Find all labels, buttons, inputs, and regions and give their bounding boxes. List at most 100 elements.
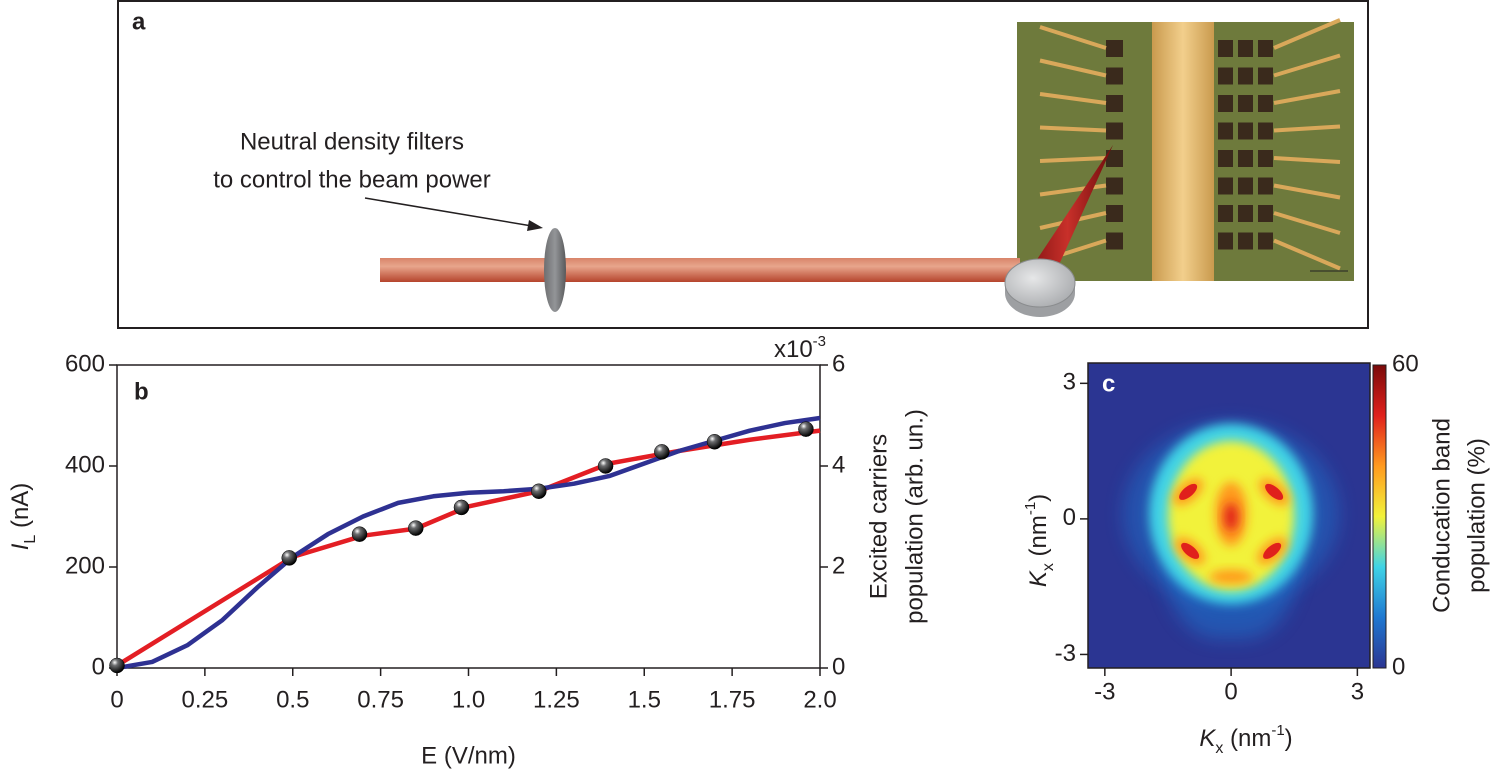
- pad: [1238, 95, 1253, 112]
- pad: [1106, 150, 1123, 167]
- data-point: [109, 657, 125, 674]
- label-part: ): [1025, 494, 1052, 502]
- label-part: (nm: [1025, 515, 1052, 563]
- x-tick-label: 1.0: [452, 686, 485, 713]
- pad: [1258, 177, 1273, 195]
- label-part: x10: [774, 336, 813, 363]
- x-tick-label: 0: [110, 686, 123, 713]
- pad: [1258, 40, 1273, 57]
- bottom-lobe: [1209, 569, 1254, 584]
- lead: [1039, 156, 1107, 163]
- data-point: [597, 458, 614, 474]
- y2-tick-label: 4: [832, 451, 845, 478]
- label-part: I: [7, 543, 34, 550]
- pad: [1218, 67, 1233, 85]
- label-part: -1: [1271, 722, 1284, 739]
- label-part: ): [1285, 725, 1293, 752]
- lead: [1273, 89, 1341, 105]
- pad: [1238, 122, 1253, 140]
- y2-tick-label: 0: [832, 653, 845, 680]
- annotation: to control the beam power: [213, 166, 491, 193]
- label-part: (nA): [7, 483, 34, 535]
- pad: [1106, 40, 1123, 57]
- pad: [1218, 122, 1233, 140]
- y2-axis-title: Excited carriers: [865, 434, 892, 599]
- pad: [1238, 205, 1253, 222]
- y-tick-label: 200: [65, 552, 105, 579]
- label-part: L: [22, 535, 39, 544]
- colorbar-tick-label: 60: [1392, 350, 1419, 377]
- chip-strip: [1152, 22, 1214, 281]
- plot-frame: [1087, 362, 1371, 669]
- panel-label: c: [1102, 370, 1115, 397]
- pad: [1106, 67, 1123, 85]
- pad: [1238, 67, 1253, 85]
- y-tick-label: 0: [92, 653, 105, 680]
- x-tick-label: 2.0: [803, 686, 836, 713]
- y-tick-label: 600: [65, 350, 105, 377]
- x-tick-label: 1.75: [709, 686, 756, 713]
- x-tick-label: 0.5: [276, 686, 309, 713]
- nd-filter: [544, 228, 566, 312]
- lead: [1273, 211, 1341, 235]
- axis-label: Kx (nm-1): [1199, 722, 1292, 756]
- axis-label: IL (nA): [7, 483, 38, 551]
- colorbar-tick-label: 0: [1392, 653, 1405, 680]
- colorbar-title: population (%): [1463, 438, 1490, 593]
- y-tick-label: 3: [1063, 369, 1076, 396]
- panel-a-frame: [117, 0, 1369, 329]
- hot-spot: [1265, 483, 1284, 500]
- x-tick-label: -3: [1094, 678, 1115, 705]
- lead: [1039, 125, 1107, 133]
- label-part: x: [1040, 563, 1057, 571]
- annotation-arrow: [364, 197, 533, 227]
- label-part: x: [1215, 740, 1223, 757]
- pad: [1258, 95, 1273, 112]
- axis-label: Kx (nm-1): [1022, 494, 1056, 587]
- x-tick-label: 0: [1224, 678, 1237, 705]
- pad: [1106, 177, 1123, 195]
- pad: [1258, 150, 1273, 167]
- data-point: [706, 434, 723, 450]
- data-point: [798, 421, 814, 437]
- lead: [1273, 53, 1341, 78]
- pad: [1258, 205, 1273, 222]
- lead: [1273, 183, 1341, 200]
- pad: [1218, 232, 1233, 250]
- x-axis-title: E (V/nm): [421, 742, 516, 769]
- x-tick-label: 1.5: [628, 686, 661, 713]
- label-part: K: [1025, 570, 1052, 587]
- hot-spot: [1179, 483, 1198, 500]
- lead: [1273, 156, 1341, 164]
- pad: [1238, 232, 1253, 250]
- pad: [1106, 122, 1123, 140]
- lead: [1039, 58, 1107, 78]
- y2-tick-label: 6: [832, 350, 845, 377]
- series-line: [115, 428, 821, 668]
- panel-label: a: [132, 8, 146, 35]
- y-tick-label: 400: [65, 451, 105, 478]
- data-point: [531, 483, 547, 499]
- heatmap-image: [1088, 363, 1370, 668]
- pad: [1106, 205, 1123, 222]
- arrow-head: [527, 220, 543, 231]
- pad: [1238, 150, 1253, 167]
- pad: [1258, 122, 1273, 140]
- label-part: -3: [813, 333, 826, 350]
- pad: [1106, 232, 1123, 250]
- device-image: [1017, 18, 1354, 281]
- pad: [1218, 177, 1233, 195]
- lead: [1039, 183, 1107, 197]
- lead: [1273, 238, 1341, 271]
- data-point: [281, 550, 297, 566]
- y-tick-label: -3: [1055, 640, 1076, 667]
- data-point: [654, 444, 670, 460]
- axis-label: x10-3: [774, 333, 826, 363]
- label-part: (nm: [1223, 725, 1271, 752]
- lead: [1039, 92, 1107, 105]
- lead: [1273, 124, 1341, 133]
- pad: [1218, 40, 1233, 57]
- lead: [1273, 18, 1341, 50]
- label-part: K: [1199, 725, 1216, 752]
